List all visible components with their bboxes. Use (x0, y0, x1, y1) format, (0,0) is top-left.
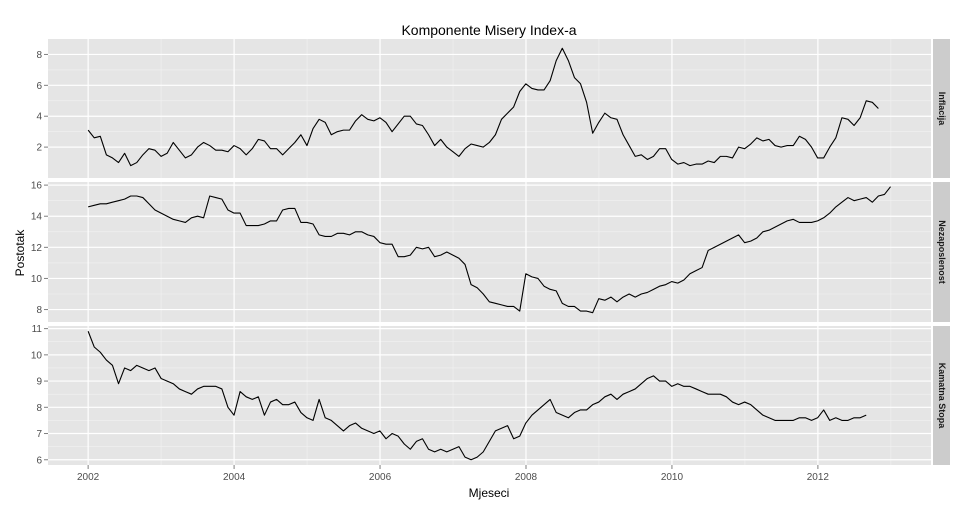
facet-strip-label: Inflacija (937, 92, 947, 127)
x-tick-label: 2006 (369, 472, 392, 483)
y-tick-label: 6 (36, 81, 42, 92)
y-tick-label: 8 (36, 305, 42, 316)
x-axis-title: Mjeseci (469, 486, 510, 500)
series-line-inflacija (87, 47, 879, 167)
y-tick-label: 8 (36, 403, 42, 414)
series-line-nezaposlenost (88, 186, 891, 314)
chart-title: Komponente Misery Index-a (401, 22, 576, 38)
facet-strip-label: Kamatna Stopa (937, 363, 947, 430)
facet-strip-label: Nezaposlenost (937, 220, 947, 284)
panel-1: 8 10 12 14 16 Nezaposlenost (31, 181, 950, 322)
y-tick-label: 2 (36, 143, 42, 154)
y-tick-label: 8 (36, 50, 42, 61)
y-tick-label: 6 (36, 455, 42, 466)
panel-background (48, 39, 931, 178)
x-tick-label: 2004 (223, 472, 246, 483)
y-tick-label: 10 (31, 350, 43, 361)
series-line-kamatna-stopa (87, 331, 867, 461)
panel-0: 2 4 6 8 Inflacija (36, 39, 950, 178)
y-tick-label: 10 (31, 274, 43, 285)
panel-2: 6 7 8 9 10 11 Kamatna Stopa (31, 324, 950, 466)
x-axis: 2002 2004 2006 2008 2010 2012 (77, 465, 829, 483)
x-tick-label: 2010 (661, 472, 684, 483)
x-tick-label: 2002 (77, 472, 100, 483)
panel-background (48, 326, 931, 465)
panel-background (48, 182, 931, 322)
facet-strip (933, 39, 950, 178)
x-tick-label: 2012 (807, 472, 830, 483)
facet-strip (933, 182, 950, 322)
y-tick-label: 16 (31, 181, 43, 192)
y-tick-label: 14 (31, 212, 43, 223)
y-tick-label: 7 (36, 429, 42, 440)
y-tick-label: 12 (31, 243, 43, 254)
y-axis-title: Postotak (13, 229, 27, 277)
x-tick-label: 2008 (515, 472, 538, 483)
y-tick-label: 11 (32, 324, 43, 335)
y-tick-label: 9 (36, 377, 42, 388)
facet-panels: 2 4 6 8 Inflacija 8 10 12 14 16 Nezaposlenost 6 7 8 9 1… (31, 39, 950, 466)
facet-strip (933, 326, 950, 465)
y-tick-label: 4 (36, 112, 42, 123)
